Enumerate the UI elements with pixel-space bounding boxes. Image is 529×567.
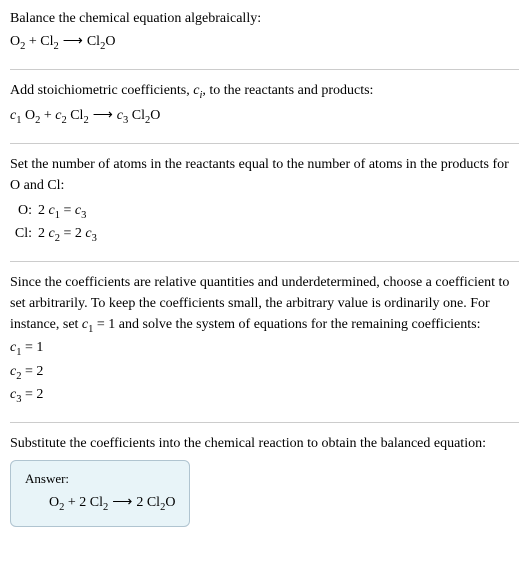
equation-expr: 2 c2 = 2 c3 xyxy=(38,223,97,247)
balanced-equation: O2 + 2 Cl2⟶2 Cl2O xyxy=(25,492,175,516)
element-label: Cl: xyxy=(10,223,38,247)
product-cl2o: Cl2O xyxy=(87,34,116,49)
section-title: Set the number of atoms in the reactants… xyxy=(10,154,519,196)
reactant-cl2: Cl2 xyxy=(40,34,58,49)
coefficient-value: c3 = 2 xyxy=(10,384,519,408)
section-balance: Balance the chemical equation algebraica… xyxy=(10,8,519,70)
arrow-icon: ⟶ xyxy=(108,495,136,510)
reactant-o2: O2 xyxy=(10,34,25,49)
arrow-icon: ⟶ xyxy=(89,108,117,123)
answer-box: Answer: O2 + 2 Cl2⟶2 Cl2O xyxy=(10,460,190,527)
section-title: Add stoichiometric coefficients, ci, to … xyxy=(10,80,519,104)
coefficient-value: c2 = 2 xyxy=(10,361,519,385)
section-stoichiometric: Add stoichiometric coefficients, ci, to … xyxy=(10,80,519,144)
section-solve: Since the coefficients are relative quan… xyxy=(10,272,519,423)
section-answer: Substitute the coefficients into the che… xyxy=(10,433,519,541)
section-atom-equations: Set the number of atoms in the reactants… xyxy=(10,154,519,262)
equation-row-cl: Cl: 2 c2 = 2 c3 xyxy=(10,223,519,247)
coefficient-value: c1 = 1 xyxy=(10,337,519,361)
equation-with-coefficients: c1 O2 + c2 Cl2⟶c3 Cl2O xyxy=(10,105,519,129)
element-label: O: xyxy=(10,200,38,224)
equation-row-o: O: 2 c1 = c3 xyxy=(10,200,519,224)
answer-label: Answer: xyxy=(25,469,175,489)
section-text: Since the coefficients are relative quan… xyxy=(10,272,519,338)
section-title: Balance the chemical equation algebraica… xyxy=(10,8,519,29)
equation-unbalanced: O2 + Cl2⟶Cl2O xyxy=(10,31,519,55)
equation-expr: 2 c1 = c3 xyxy=(38,200,86,224)
arrow-icon: ⟶ xyxy=(59,34,87,49)
atom-equation-table: O: 2 c1 = c3 Cl: 2 c2 = 2 c3 xyxy=(10,200,519,247)
section-title: Substitute the coefficients into the che… xyxy=(10,433,519,454)
